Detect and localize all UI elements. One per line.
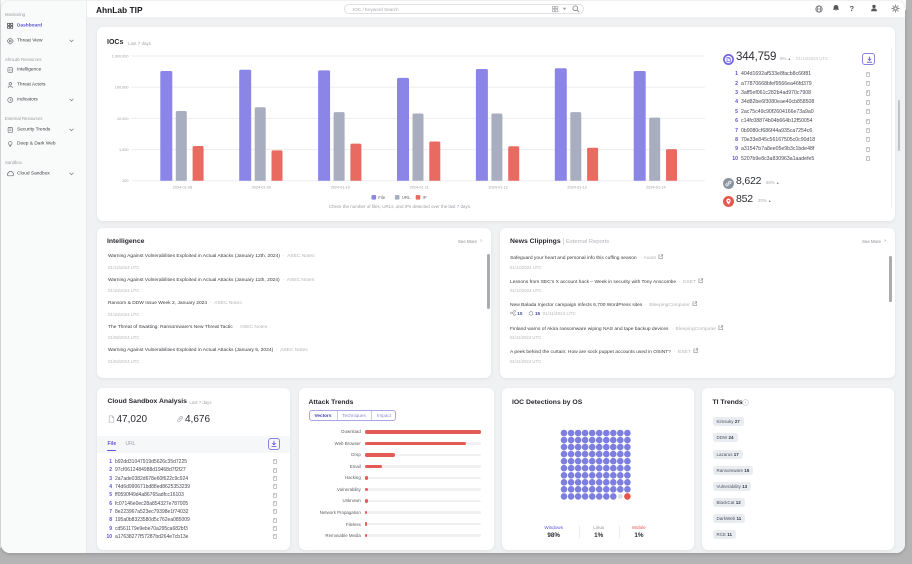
svg-text:2024-01-10: 2024-01-10 — [331, 186, 350, 190]
svg-text:URL: URL — [402, 195, 411, 200]
svg-text:File: File — [378, 195, 386, 200]
svg-text:IP: IP — [423, 195, 427, 200]
svg-text:2024-01-12: 2024-01-12 — [488, 186, 507, 190]
svg-text:2024-01-14: 2024-01-14 — [646, 186, 665, 190]
svg-text:100: 100 — [122, 179, 128, 183]
svg-text:2024-01-09: 2024-01-09 — [252, 186, 271, 190]
svg-text:1,000,000: 1,000,000 — [112, 54, 129, 58]
svg-text:10,000: 10,000 — [117, 117, 129, 121]
svg-text:1,000: 1,000 — [119, 148, 129, 152]
svg-text:Check the number of files, URL: Check the number of files, URLs, and IPs… — [329, 204, 472, 209]
svg-text:100,000: 100,000 — [115, 86, 129, 90]
svg-text:2024-01-11: 2024-01-11 — [410, 186, 429, 190]
svg-text:2024-01-13: 2024-01-13 — [567, 186, 586, 190]
svg-text:2024-01-08: 2024-01-08 — [173, 186, 192, 190]
